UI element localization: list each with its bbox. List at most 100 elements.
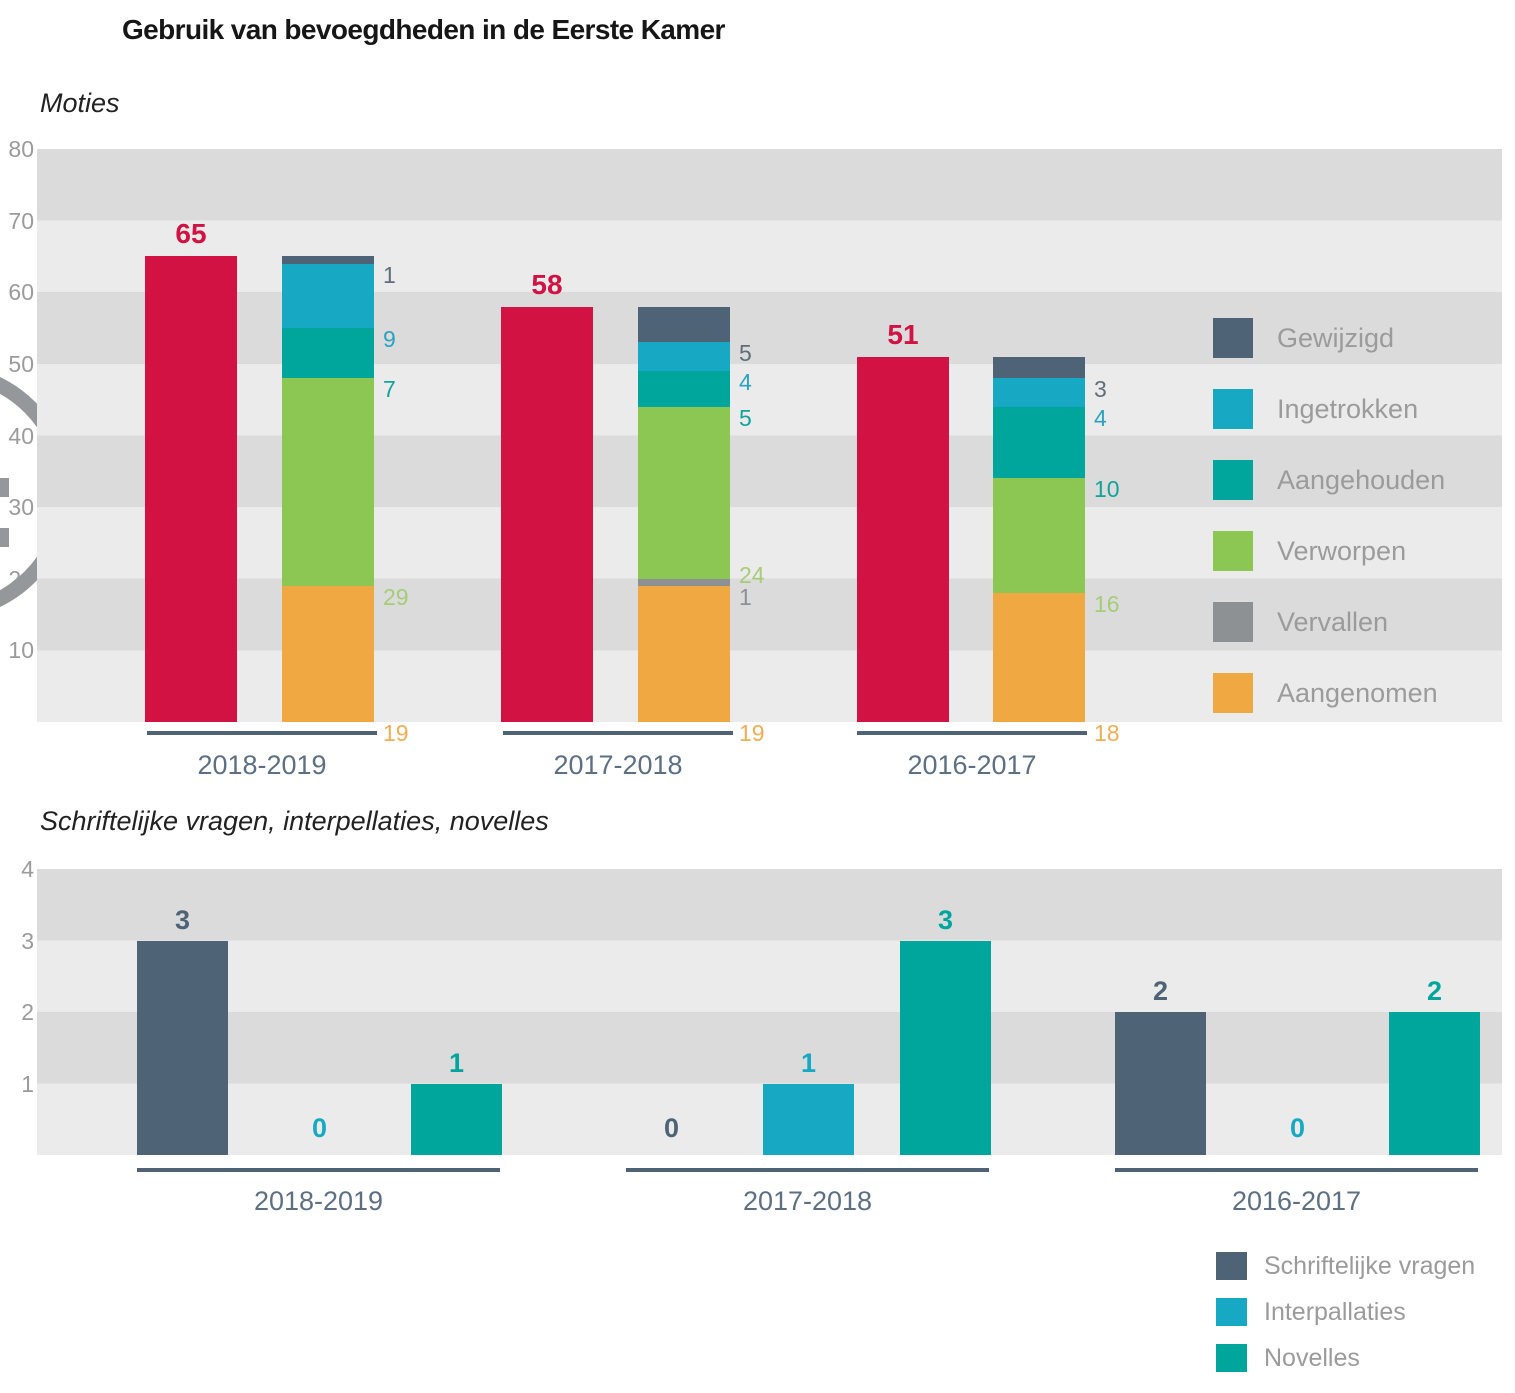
segment-value-label: 9 xyxy=(383,326,396,353)
segment-value-label: 3 xyxy=(1094,376,1107,403)
stack-segment-aangehouden xyxy=(993,406,1085,479)
bar-schriftelijke-vragen xyxy=(137,940,228,1155)
watermark-circle-logo xyxy=(0,377,37,607)
total-value-label: 65 xyxy=(175,218,207,250)
legend-item: Gewijzigd xyxy=(1213,318,1445,358)
x-axis-label-moties: 2017-2018 xyxy=(553,750,683,780)
legend-swatch-aangenomen xyxy=(1213,673,1253,713)
legend-label: Interpallaties xyxy=(1264,1298,1406,1326)
legend-swatch-interpallaties xyxy=(1216,1298,1247,1326)
stack-segment-vervallen xyxy=(638,578,730,586)
segment-value-label: 4 xyxy=(739,369,752,396)
stack-segment-aangehouden xyxy=(282,328,374,379)
stack-segment-aangenomen xyxy=(638,585,730,722)
y-tick-label-vragen: 1 xyxy=(21,1070,34,1097)
stack-segment-verworpen xyxy=(282,378,374,586)
bar-value-label: 3 xyxy=(174,904,191,935)
group-underline xyxy=(857,731,1087,735)
bar-value-label: 2 xyxy=(1426,976,1443,1006)
bar-schriftelijke-vragen xyxy=(1115,1012,1206,1155)
bar-value-label: 2 xyxy=(1152,976,1169,1006)
legend-label: Aangehouden xyxy=(1277,465,1446,495)
watermark-square-bottom xyxy=(0,528,9,547)
legend-item: Verworpen xyxy=(1213,531,1445,571)
x-axis-label-moties: 2016-2017 xyxy=(907,750,1037,780)
legend-item: Aangenomen xyxy=(1213,673,1445,713)
x-axis-label-vragen: 2018-2019 xyxy=(253,1186,384,1216)
segment-value-label: 4 xyxy=(1094,404,1107,431)
bar-value-label: 1 xyxy=(448,1047,465,1078)
group-underline xyxy=(137,1168,500,1172)
y-tick-label-moties: 30 xyxy=(8,494,34,521)
segment-value-label: 29 xyxy=(383,583,409,610)
legend-label: Schriftelijke vragen xyxy=(1264,1252,1476,1280)
x-axis-label-moties: 2018-2019 xyxy=(197,750,327,780)
stack-segment-aangehouden xyxy=(638,371,730,407)
x-axis-label-vragen: 2016-2017 xyxy=(1231,1186,1362,1216)
segment-value-label: 10 xyxy=(1094,476,1120,503)
stack-segment-aangenomen xyxy=(282,585,374,722)
legend-label: Verworpen xyxy=(1277,536,1407,566)
legend-swatch-vervallen xyxy=(1213,602,1253,642)
legend-swatch-ingetrokken xyxy=(1213,389,1253,429)
legend-swatch-schriftelijke-vragen xyxy=(1216,1252,1247,1280)
total-value-label: 51 xyxy=(887,318,919,350)
y-tick-label-vragen: 3 xyxy=(21,927,34,954)
bar-value-label: 1 xyxy=(800,1047,817,1078)
legend-label: Ingetrokken xyxy=(1277,394,1419,424)
y-tick-label-moties: 10 xyxy=(8,637,34,664)
x-axis-label-vragen: 2017-2018 xyxy=(742,1186,873,1216)
stack-segment-aangenomen xyxy=(993,593,1085,722)
group-underline xyxy=(503,731,733,735)
moties-legend: Gewijzigd Ingetrokken Aangehouden Verwor… xyxy=(1213,318,1445,713)
page-title: Gebruik van bevoegdheden in de Eerste Ka… xyxy=(122,14,725,45)
legend-item: Ingetrokken xyxy=(1213,389,1445,429)
legend-swatch-verworpen xyxy=(1213,531,1253,571)
legend-label: Vervallen xyxy=(1277,607,1389,637)
legend-label: Aangenomen xyxy=(1277,678,1438,708)
y-tick-label-moties: 70 xyxy=(8,207,34,234)
legend-label: Novelles xyxy=(1264,1344,1360,1372)
group-underline xyxy=(626,1168,989,1172)
y-tick-label-moties: 40 xyxy=(8,422,34,449)
bar-novelles xyxy=(1389,1012,1480,1155)
legend-item: Interpallaties xyxy=(1216,1298,1475,1326)
watermark-square-top xyxy=(0,478,9,497)
segment-value-label: 19 xyxy=(739,720,765,746)
total-value-label: 58 xyxy=(531,268,563,300)
legend-swatch-aangehouden xyxy=(1213,460,1253,500)
y-tick-label-vragen: 4 xyxy=(21,856,34,882)
y-tick-label-moties: 50 xyxy=(8,350,34,377)
segment-value-label: 1 xyxy=(383,261,396,288)
total-bar xyxy=(857,356,949,722)
y-tick-label-vragen: 2 xyxy=(21,999,34,1025)
stack-segment-gewijzigd xyxy=(282,256,374,264)
stack-segment-ingetrokken xyxy=(638,342,730,372)
stack-segment-gewijzigd xyxy=(638,306,730,343)
total-bar xyxy=(145,256,237,722)
plot-area-moties xyxy=(37,149,1502,722)
bar-value-label: 3 xyxy=(937,904,954,935)
group-underline xyxy=(147,731,377,735)
chart2-subtitle: Schriftelijke vragen, interpellaties, no… xyxy=(40,806,549,836)
bar-value-label: 0 xyxy=(663,1113,680,1143)
segment-value-label: 18 xyxy=(1094,720,1120,746)
chart1-subtitle: Moties xyxy=(40,88,120,118)
y-tick-label-moties: 80 xyxy=(8,136,34,162)
legend-item: Vervallen xyxy=(1213,602,1445,642)
legend-item: Schriftelijke vragen xyxy=(1216,1252,1475,1280)
stack-segment-gewijzigd xyxy=(993,356,1085,379)
segment-value-label: 5 xyxy=(739,404,752,431)
bar-novelles xyxy=(900,940,991,1155)
stack-segment-ingetrokken xyxy=(282,263,374,329)
segment-value-label: 1 xyxy=(739,583,752,610)
bar-value-label: 0 xyxy=(311,1113,328,1143)
legend-item: Novelles xyxy=(1216,1344,1475,1372)
legend-swatch-novelles xyxy=(1216,1344,1247,1372)
legend-swatch-gewijzigd xyxy=(1213,318,1253,358)
bar-novelles xyxy=(411,1083,502,1155)
bar-value-label: 0 xyxy=(1289,1113,1306,1143)
legend-item: Aangehouden xyxy=(1213,460,1445,500)
total-bar xyxy=(501,306,593,722)
